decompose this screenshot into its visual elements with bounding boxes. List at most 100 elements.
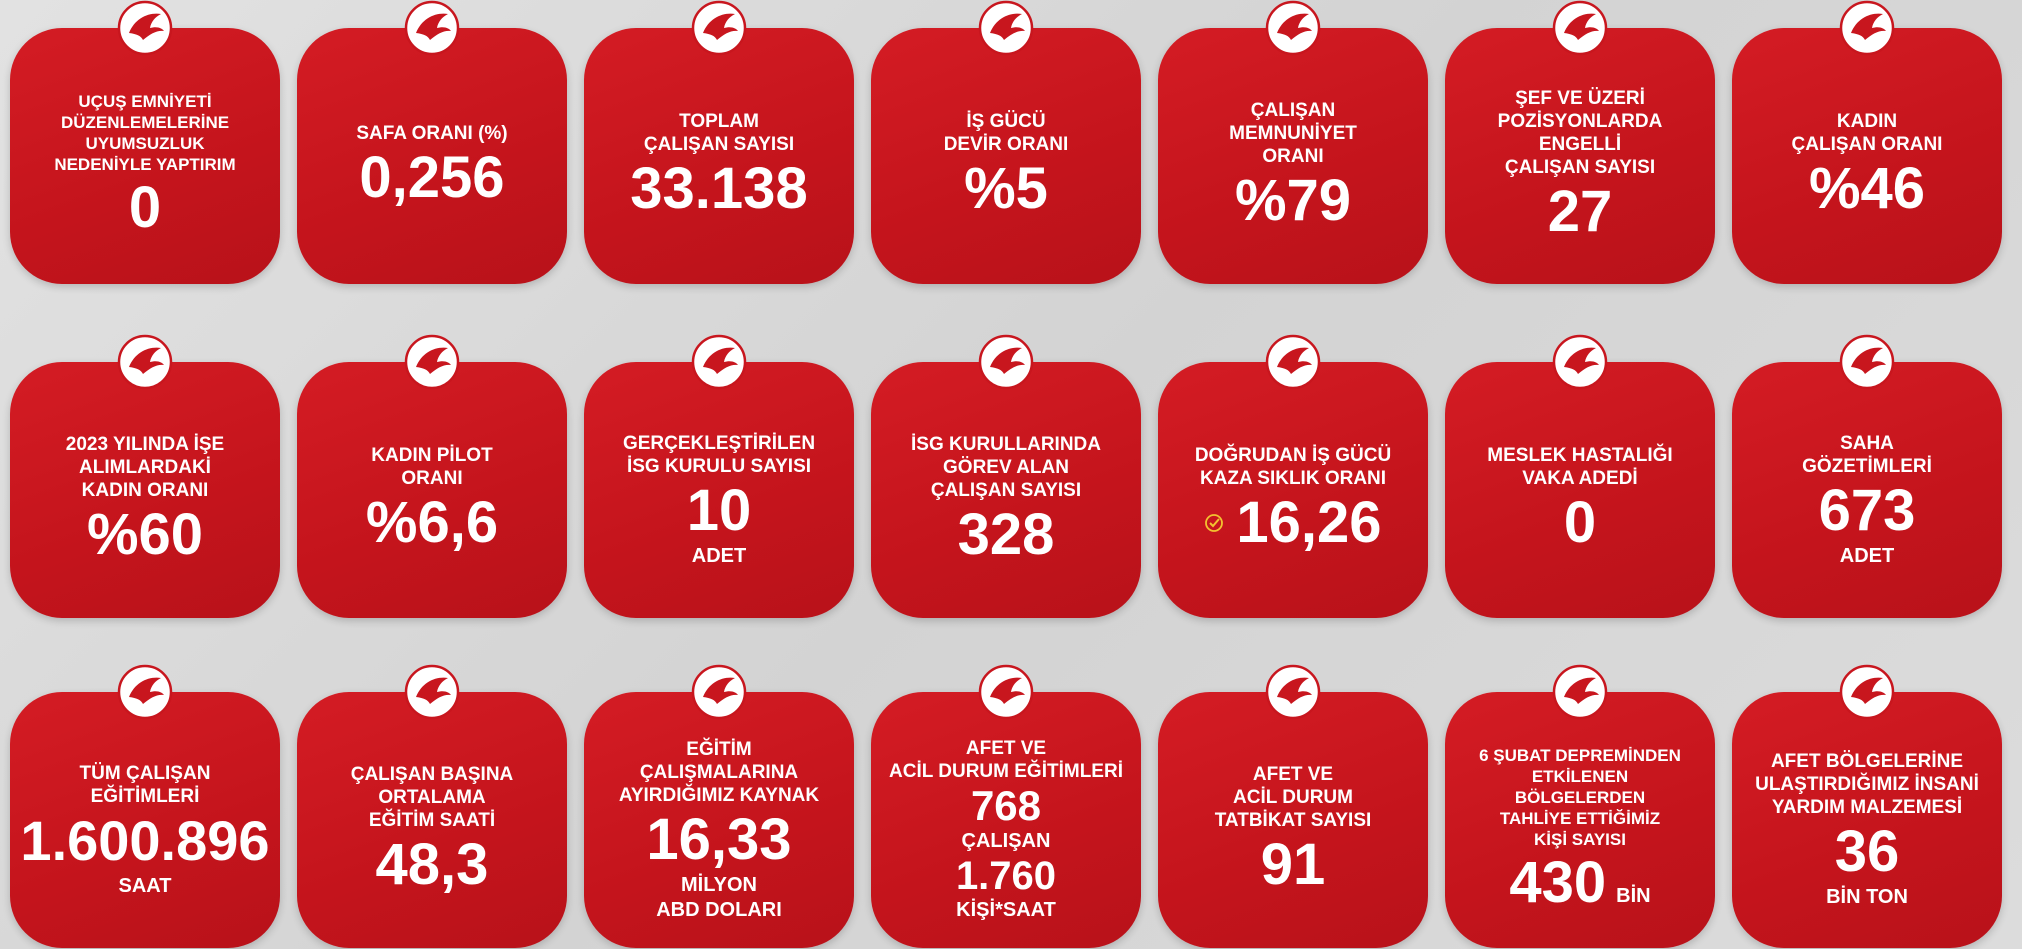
logo <box>117 334 173 390</box>
card-title: MESLEK HASTALIĞI VAKA ADEDİ <box>1487 444 1672 490</box>
stat-card: AFET BÖLGELERİNE ULAŞTIRDIĞIMIZ İNSANİ YAR… <box>1732 664 2002 948</box>
value-row: %60 <box>87 502 203 568</box>
stat-value: %5 <box>964 156 1048 221</box>
value-row: 768 <box>971 783 1041 829</box>
card-title: KADIN PİLOT ORANI <box>371 444 492 490</box>
stat-value: 16,33 <box>646 806 792 872</box>
stat-card: 2023 YILINDA İŞE ALIMLARDAKİ KADIN ORANI %6… <box>10 334 280 618</box>
logo <box>691 664 747 720</box>
value-row: 10 <box>687 478 752 544</box>
stat-value: 16,26 <box>1236 490 1382 555</box>
value-row: 1.600.896 <box>20 808 269 874</box>
value-row: 91 <box>1261 832 1326 898</box>
stat-value: 768 <box>970 782 1042 829</box>
title-line: ÇALIŞAN BAŞINA <box>350 763 514 785</box>
card-title: İSG KURULLARINDA GÖREV ALAN ÇALIŞAN SAYISI <box>911 433 1101 502</box>
title-line: KAZA SIKLIK ORANI <box>1199 468 1387 489</box>
title-line: DOĞRUDAN İŞ GÜCÜ <box>1194 445 1392 466</box>
logo <box>691 334 747 390</box>
logo <box>117 0 173 56</box>
value-row: %6,6 <box>366 490 498 556</box>
card-title: TOPLAM ÇALIŞAN SAYISI <box>644 110 794 156</box>
stat-card: MESLEK HASTALIĞI VAKA ADEDİ 0 <box>1445 334 1715 618</box>
title-line: ÇALIŞAN <box>1250 99 1336 121</box>
logo <box>1839 664 1895 720</box>
logo <box>1265 664 1321 720</box>
title-line: TOPLAM <box>679 111 759 132</box>
title-line: AFET VE <box>1252 763 1334 785</box>
value-row: 0 <box>1564 490 1596 556</box>
title-line: POZİSYONLARDA ENGELLİ <box>1497 111 1663 155</box>
logo <box>978 334 1034 390</box>
title-line: KİŞİ SAYISI <box>1534 829 1626 849</box>
value-row: 0 <box>129 175 161 241</box>
stat-card: AFET VE ACİL DURUM TATBİKAT SAYISI 91 <box>1158 664 1428 948</box>
title-line: EĞİTİM <box>686 738 752 760</box>
value-row: %5 <box>964 156 1048 222</box>
logo <box>1552 334 1608 390</box>
card-title: ÇALIŞAN MEMNUNİYET ORANI <box>1229 99 1357 168</box>
stat-card: KADIN ÇALIŞAN ORANI %46 <box>1732 0 2002 284</box>
stat-unit: BİN <box>1616 884 1651 907</box>
stat-value: %79 <box>1234 167 1352 233</box>
unit-line: ADET <box>691 544 747 567</box>
stat-unit: MİLYON ABD DOLARI <box>656 873 782 923</box>
value-row: 48,3 <box>376 832 489 898</box>
stat-value: 36 <box>1834 819 1900 884</box>
card-title: UÇUŞ EMNİYETİ DÜZENLEMELERİNE UYUMSUZLUK NE… <box>54 91 235 175</box>
title-line: KADIN PİLOT <box>371 445 493 466</box>
title-line: ORANI <box>1262 145 1324 167</box>
title-line: AFET VE <box>965 738 1047 759</box>
stat-card: KADIN PİLOT ORANI %6,6 <box>297 334 567 618</box>
unit-line: ABD DOLARI <box>656 898 782 921</box>
stat-card: İŞ GÜCÜ DEVİR ORANI %5 <box>871 0 1141 284</box>
stat-value: %46 <box>1808 156 1926 221</box>
stat-card: ÇALIŞAN BAŞINA ORTALAMA EĞİTİM SAATİ 48,3 <box>297 664 567 948</box>
logo <box>1265 0 1321 56</box>
card-title: GERÇEKLEŞTİRİLEN İSG KURULU SAYISI <box>623 432 815 478</box>
card-title: SAHA GÖZETİMLERİ <box>1802 432 1932 478</box>
stat-value: 0,256 <box>359 144 505 210</box>
value-row: 16,33 <box>646 807 791 873</box>
logo <box>117 664 173 720</box>
stat-unit: KİŞİ*SAAT <box>956 898 1056 923</box>
logo <box>404 664 460 720</box>
stat-value: 430 <box>1509 849 1607 915</box>
logo <box>1552 664 1608 720</box>
unit-line: KİŞİ*SAAT <box>956 899 1056 921</box>
stat-value: %6,6 <box>365 490 499 555</box>
stat-card: İSG KURULLARINDA GÖREV ALAN ÇALIŞAN SAYISI… <box>871 334 1141 618</box>
stat-card: ÇALIŞAN MEMNUNİYET ORANI %79 <box>1158 0 1428 284</box>
card-title: SAFA ORANI (%) <box>356 122 507 145</box>
stat-card: DOĞRUDAN İŞ GÜCÜ KAZA SIKLIK ORANI 16,26 <box>1158 334 1428 618</box>
card-title: EĞİTİM ÇALIŞMALARINA AYIRDIĞIMIZ KAYNAK <box>619 738 819 807</box>
value-row: 1.760 <box>956 854 1056 898</box>
card-title: DOĞRUDAN İŞ GÜCÜ KAZA SIKLIK ORANI <box>1195 444 1391 490</box>
stat-value: 91 <box>1260 831 1326 897</box>
logo <box>404 334 460 390</box>
title-line: MESLEK HASTALIĞI <box>1487 445 1673 466</box>
title-line: ACİL DURUM <box>1233 786 1353 808</box>
title-line: TATBİKAT SAYISI <box>1214 809 1372 831</box>
stat-card: GERÇEKLEŞTİRİLEN İSG KURULU SAYISI 10 ADET <box>584 334 854 618</box>
stat-unit: ÇALIŞAN <box>962 829 1051 854</box>
title-line: TAHLİYE ETTİĞİMİZ <box>1499 808 1661 828</box>
title-line: 6 ŞUBAT DEPREMİNDEN <box>1479 745 1681 765</box>
title-line: GERÇEKLEŞTİRİLEN <box>622 432 816 454</box>
stat-card: EĞİTİM ÇALIŞMALARINA AYIRDIĞIMIZ KAYNAK 16,… <box>584 664 854 948</box>
title-line: UÇUŞ EMNİYETİ <box>78 92 212 111</box>
logo <box>691 0 747 56</box>
unit-line: ADET <box>1839 544 1895 567</box>
logo <box>404 0 460 56</box>
check-icon <box>1205 514 1224 532</box>
stat-value: 1.600.896 <box>20 808 270 872</box>
stat-card: ŞEF VE ÜZERİ POZİSYONLARDA ENGELLİ ÇALIŞAN… <box>1445 0 1715 284</box>
title-line: ÇALIŞAN SAYISI <box>930 479 1082 501</box>
title-line: İSG KURULLARINDA <box>911 433 1101 455</box>
title-line: MEMNUNİYET <box>1229 122 1357 144</box>
title-line: 2023 YILINDA İŞE <box>65 433 225 455</box>
card-title: 2023 YILINDA İŞE ALIMLARDAKİ KADIN ORANI <box>66 433 224 502</box>
stat-card: TÜM ÇALIŞAN EĞİTİMLERİ 1.600.896 SAAT <box>10 664 280 948</box>
logo <box>978 0 1034 56</box>
